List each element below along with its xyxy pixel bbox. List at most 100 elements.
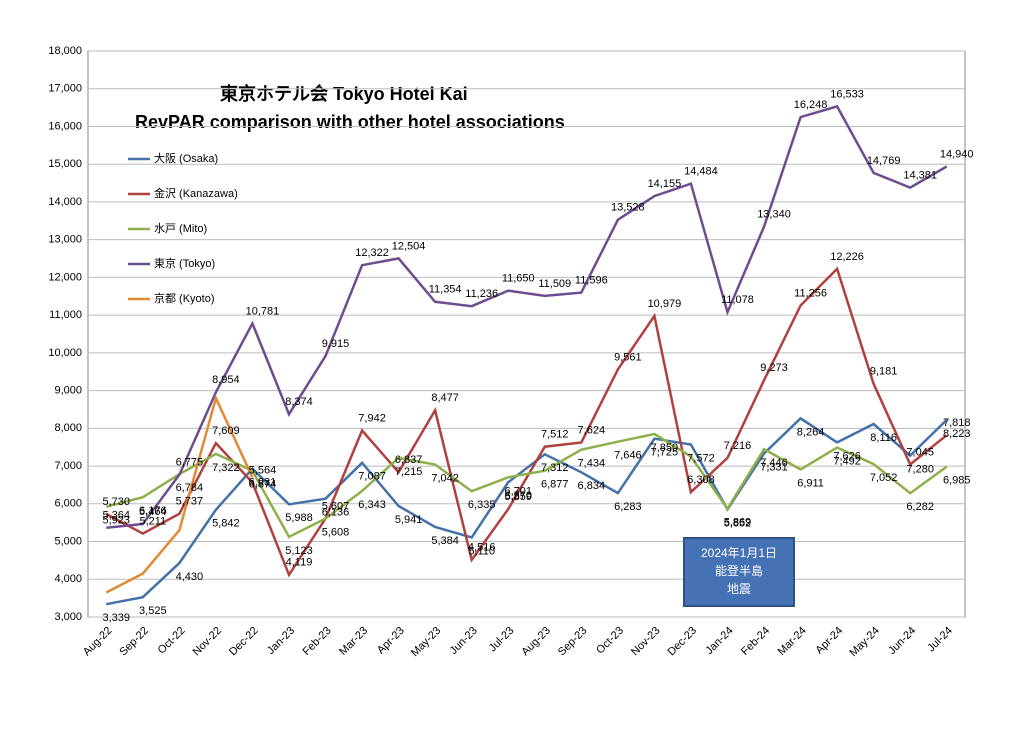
data-label: 5,941 — [395, 514, 423, 526]
data-label: 6,308 — [687, 474, 715, 486]
x-tick-label: Apr-24 — [813, 625, 845, 657]
x-tick-label: Oct-23 — [594, 625, 626, 657]
data-label: 11,650 — [502, 273, 535, 285]
data-label: 11,256 — [794, 287, 827, 299]
data-label: 7,512 — [541, 429, 569, 441]
data-label: 7,609 — [212, 425, 240, 437]
y-tick-label: 10,000 — [48, 347, 82, 359]
y-tick-label: 16,000 — [48, 120, 82, 132]
data-label: 7,646 — [614, 450, 642, 462]
data-label: 6,931 — [249, 477, 277, 489]
plot-frame — [87, 50, 966, 618]
data-label: 6,874 — [249, 479, 277, 491]
data-label: 11,236 — [465, 288, 498, 300]
legend-label: 京都 (Kyoto) — [154, 291, 215, 305]
data-label: 7,818 — [943, 417, 971, 429]
data-label: 11,354 — [429, 284, 462, 296]
data-label: 11,509 — [538, 278, 571, 290]
data-label: 8,264 — [797, 426, 825, 438]
data-label: 13,528 — [611, 202, 645, 214]
data-label: 12,322 — [355, 247, 389, 259]
data-label: 7,312 — [541, 462, 569, 474]
x-tick-label: Feb-23 — [301, 625, 334, 658]
data-label: 6,283 — [614, 501, 642, 513]
x-tick-label: Aug-23 — [519, 625, 553, 659]
data-label: 6,136 — [322, 507, 350, 519]
data-label: 6,570 — [504, 490, 532, 502]
data-label: 5,384 — [431, 535, 459, 547]
data-label: 7,725 — [651, 447, 679, 459]
x-tick-label: Jul-23 — [487, 625, 517, 655]
x-tick-label: Oct-22 — [156, 625, 188, 657]
x-tick-label: Mar-23 — [337, 625, 370, 658]
data-label: 6,877 — [541, 479, 569, 491]
y-tick-label: 11,000 — [49, 309, 82, 321]
data-label: 9,561 — [614, 351, 642, 363]
x-tick-label: Jan-24 — [703, 625, 735, 657]
data-label: 6,775 — [176, 456, 204, 468]
x-tick-label: Aug-22 — [81, 625, 115, 659]
data-label: 9,273 — [760, 362, 788, 374]
y-tick-label: 18,000 — [48, 45, 82, 57]
data-label: 7,215 — [395, 466, 423, 478]
data-label: 14,484 — [684, 166, 718, 178]
y-tick-label: 14,000 — [48, 196, 82, 208]
data-label: 5,123 — [285, 545, 313, 557]
data-label: 5,842 — [212, 518, 240, 530]
legend-label: 大阪 (Osaka) — [154, 151, 218, 165]
data-label: 14,769 — [867, 155, 901, 167]
data-label: 3,525 — [139, 605, 167, 617]
data-label: 6,282 — [906, 501, 934, 513]
data-label: 5,364 — [103, 510, 131, 522]
x-tick-label: Nov-22 — [191, 625, 225, 659]
data-label: 5,608 — [322, 526, 350, 538]
data-label: 8,374 — [285, 396, 313, 408]
x-tick-label: Sep-23 — [556, 625, 590, 659]
data-label: 12,226 — [830, 251, 864, 263]
y-tick-label: 3,000 — [54, 611, 82, 623]
data-label: 8,116 — [870, 432, 897, 444]
annotation-line: 地震 — [727, 582, 751, 596]
data-label: 16,248 — [794, 99, 828, 111]
data-label: 4,430 — [176, 571, 204, 583]
data-label: 5,464 — [139, 506, 167, 518]
data-label: 5,211 — [139, 515, 166, 527]
data-label: 3,339 — [103, 612, 131, 624]
data-label: 5,737 — [176, 496, 204, 508]
y-tick-label: 4,000 — [54, 573, 82, 585]
data-label: 9,915 — [322, 338, 350, 350]
chart-subtitle: RevPAR comparison with other hotel assoc… — [135, 112, 565, 132]
data-label: 6,985 — [943, 475, 971, 487]
data-label: 5,869 — [724, 517, 752, 529]
data-label: 5,607 — [322, 501, 350, 513]
data-label: 5,852 — [724, 517, 752, 529]
data-label: 8,954 — [212, 374, 240, 386]
x-tick-label: May-23 — [409, 625, 443, 659]
data-label: 7,434 — [578, 458, 606, 470]
legend-label: 金沢 (Kanazawa) — [154, 186, 238, 200]
data-label: 14,155 — [648, 178, 682, 190]
data-label: 11,596 — [575, 275, 608, 287]
series-line — [105, 266, 948, 578]
y-tick-label: 12,000 — [48, 271, 82, 283]
y-tick-label: 6,000 — [54, 498, 82, 510]
annotation-line: 2024年1月1日 — [701, 546, 777, 560]
series-line — [105, 432, 948, 539]
x-tick-label: Mar-24 — [776, 625, 809, 658]
data-label: 8,223 — [943, 428, 971, 440]
data-label: 7,280 — [906, 463, 934, 475]
chart-title: 東京ホテル会 Tokyo Hotel Kai — [220, 83, 468, 104]
annotation-line: 能登半島 — [715, 563, 763, 578]
data-label: 5,110 — [468, 545, 495, 557]
data-label: 8,477 — [431, 392, 459, 404]
data-label: 7,624 — [578, 424, 606, 436]
data-label: 5,859 — [504, 491, 532, 503]
x-tick-label: Jun-24 — [886, 625, 918, 657]
data-label: 13,340 — [757, 209, 791, 221]
series-line — [105, 394, 254, 594]
data-label: 4,516 — [468, 542, 496, 554]
x-tick-label: Jan-23 — [265, 625, 297, 657]
data-label: 6,176 — [139, 505, 167, 517]
